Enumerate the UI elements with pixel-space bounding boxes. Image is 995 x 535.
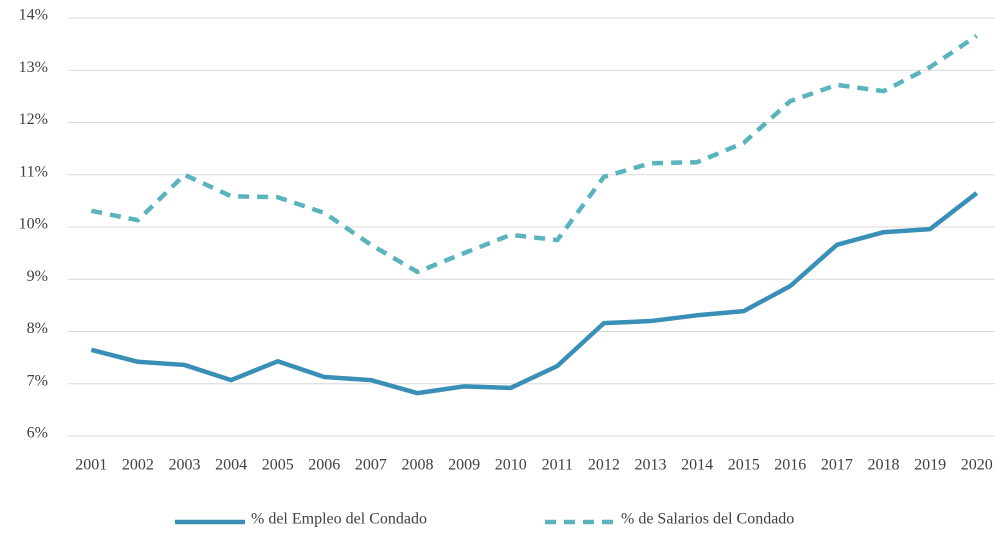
y-tick-label: 13% — [19, 59, 48, 76]
x-tick-label: 2020 — [961, 457, 993, 474]
x-tick-label: 2003 — [169, 457, 201, 474]
x-tick-label: 2015 — [728, 457, 760, 474]
y-tick-label: 10% — [19, 216, 48, 233]
y-tick-label: 14% — [19, 7, 48, 24]
x-tick-label: 2011 — [542, 457, 573, 474]
y-tick-label: 9% — [27, 268, 48, 285]
x-tick-label: 2008 — [402, 457, 434, 474]
x-tick-label: 2010 — [495, 457, 527, 474]
y-tick-label: 7% — [27, 372, 48, 389]
x-tick-label: 2014 — [681, 457, 713, 474]
x-tick-label: 2012 — [588, 457, 620, 474]
x-tick-label: 2002 — [122, 457, 154, 474]
y-tick-label: 12% — [19, 111, 48, 128]
x-tick-label: 2019 — [914, 457, 946, 474]
y-tick-label: 11% — [19, 163, 48, 180]
x-tick-label: 2016 — [774, 457, 806, 474]
y-tick-label: 6% — [27, 425, 48, 442]
x-tick-label: 2006 — [308, 457, 340, 474]
x-tick-label: 2013 — [635, 457, 667, 474]
series-line — [90, 191, 979, 396]
x-tick-label: 2004 — [215, 457, 247, 474]
legend-label: % del Empleo del Condado — [251, 511, 427, 528]
series-line — [90, 33, 978, 275]
x-tick-label: 2009 — [448, 457, 480, 474]
x-tick-label: 2007 — [355, 457, 387, 474]
x-tick-label: 2005 — [262, 457, 294, 474]
legend-label: % de Salarios del Condado — [621, 511, 794, 528]
y-tick-label: 8% — [27, 320, 48, 337]
x-tick-label: 2001 — [75, 457, 107, 474]
x-tick-label: 2017 — [821, 457, 853, 474]
x-tick-label: 2018 — [868, 457, 900, 474]
